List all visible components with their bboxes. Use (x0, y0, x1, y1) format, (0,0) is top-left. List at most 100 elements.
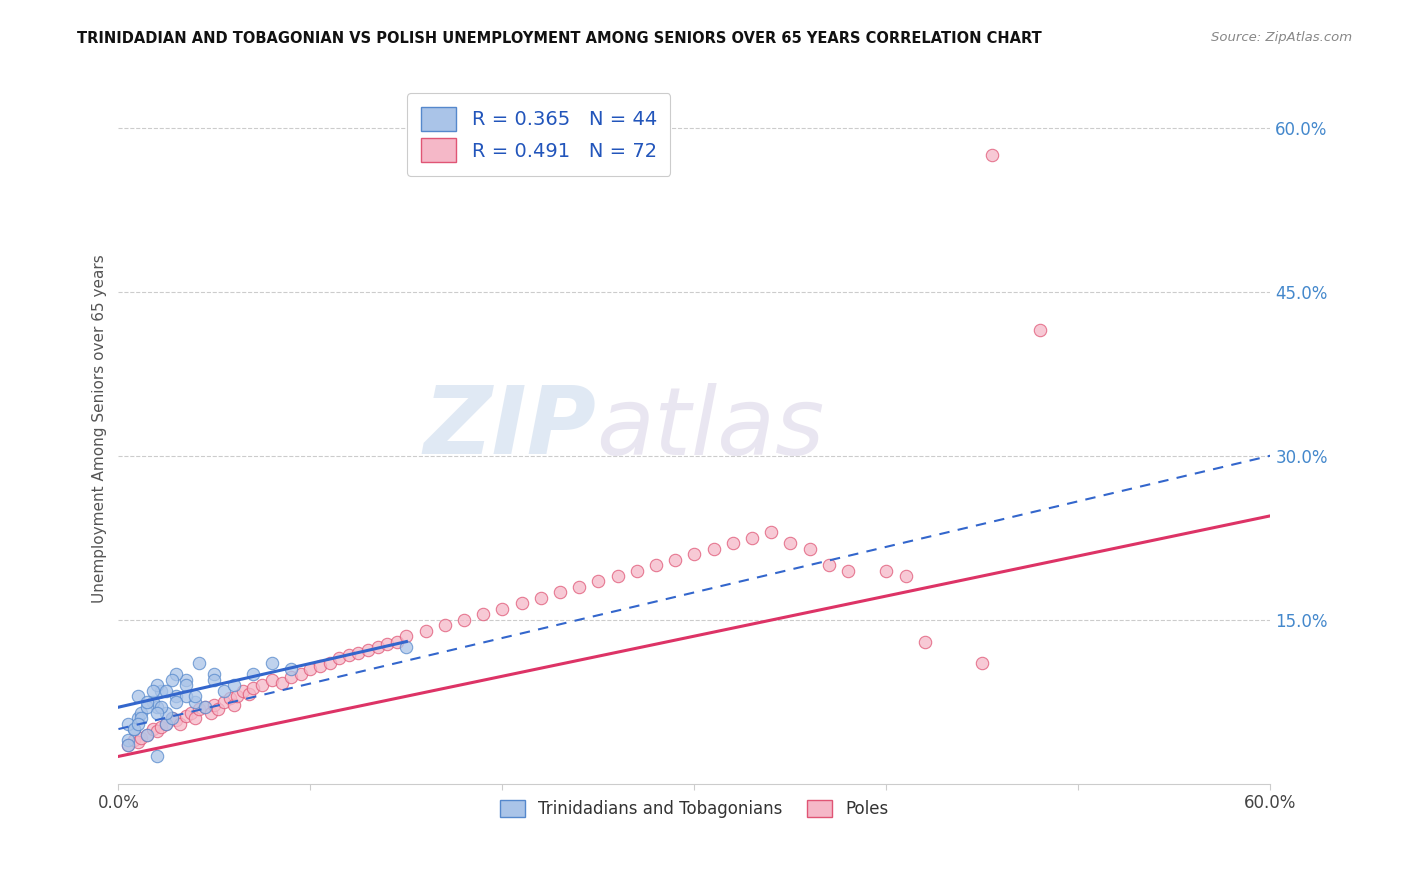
Point (242, 667, 264, 681)
Point (280, 662, 302, 676)
Point (169, 716, 191, 731)
Point (184, 711, 207, 725)
Point (136, 727, 159, 741)
Point (318, 657, 340, 671)
Point (395, 640, 418, 654)
Point (142, 695, 165, 709)
Point (433, 618, 456, 632)
Point (568, 580, 591, 594)
Point (194, 700, 217, 714)
Point (155, 716, 177, 731)
Point (160, 673, 183, 687)
Point (606, 569, 628, 583)
Point (207, 702, 229, 716)
Point (270, 676, 292, 690)
Point (146, 724, 169, 739)
Point (328, 651, 350, 665)
Point (131, 711, 153, 725)
Point (972, 657, 994, 671)
Point (212, 683, 235, 698)
Point (142, 683, 165, 698)
Point (914, 634, 936, 648)
Point (260, 673, 283, 687)
Point (385, 634, 408, 648)
Point (347, 646, 370, 660)
Point (122, 733, 145, 747)
Point (212, 695, 235, 709)
Text: Source: ZipAtlas.com: Source: ZipAtlas.com (1212, 31, 1353, 45)
Point (117, 733, 139, 747)
Point (761, 525, 783, 540)
Point (117, 716, 139, 731)
Point (200, 706, 222, 720)
Point (160, 711, 183, 725)
Point (165, 690, 187, 704)
Point (117, 739, 139, 753)
Point (127, 711, 149, 725)
Point (174, 678, 197, 692)
Point (357, 643, 380, 657)
Point (238, 687, 260, 701)
Point (188, 702, 211, 716)
Point (226, 690, 249, 704)
Point (280, 669, 302, 683)
Point (375, 637, 398, 651)
Point (218, 691, 240, 706)
Point (146, 706, 169, 720)
Point (146, 678, 169, 692)
Text: atlas: atlas (596, 383, 825, 474)
Point (260, 657, 283, 671)
Point (472, 607, 495, 622)
Point (117, 739, 139, 753)
Point (131, 731, 153, 745)
Point (174, 690, 197, 704)
Point (122, 722, 145, 736)
Point (155, 706, 177, 720)
Point (683, 547, 706, 561)
Point (136, 700, 159, 714)
Point (548, 585, 571, 599)
Point (415, 624, 437, 638)
Point (146, 700, 169, 714)
Point (204, 673, 226, 687)
Point (721, 536, 744, 550)
Point (149, 683, 172, 698)
Legend: Trinidadians and Tobagonians, Poles: Trinidadians and Tobagonians, Poles (494, 794, 896, 825)
Point (664, 552, 686, 566)
Point (817, 558, 839, 572)
Point (453, 613, 475, 627)
Point (242, 681, 264, 695)
Point (894, 569, 917, 583)
Point (149, 700, 172, 714)
Point (136, 727, 159, 741)
Point (184, 695, 207, 709)
Point (290, 667, 312, 681)
Point (1029, 323, 1052, 337)
Point (160, 711, 183, 725)
Point (155, 683, 177, 698)
Y-axis label: Unemployment Among Seniors over 65 years: Unemployment Among Seniors over 65 years (93, 254, 107, 603)
Point (779, 536, 801, 550)
Point (149, 720, 172, 734)
Point (127, 716, 149, 731)
Point (299, 662, 322, 676)
Point (222, 678, 245, 692)
Point (165, 695, 187, 709)
Point (204, 667, 226, 681)
Point (588, 574, 610, 589)
Point (367, 640, 389, 654)
Point (309, 658, 332, 673)
Point (180, 706, 202, 720)
Point (136, 695, 159, 709)
Point (165, 667, 187, 681)
Point (127, 735, 149, 749)
Point (204, 698, 226, 712)
Text: ZIP: ZIP (423, 383, 596, 475)
Point (510, 596, 533, 610)
Point (122, 722, 145, 736)
Point (142, 722, 165, 736)
Point (645, 558, 668, 572)
Point (131, 706, 153, 720)
Point (395, 629, 418, 643)
Text: TRINIDADIAN AND TOBAGONIAN VS POLISH UNEMPLOYMENT AMONG SENIORS OVER 65 YEARS CO: TRINIDADIAN AND TOBAGONIAN VS POLISH UNE… (77, 31, 1042, 46)
